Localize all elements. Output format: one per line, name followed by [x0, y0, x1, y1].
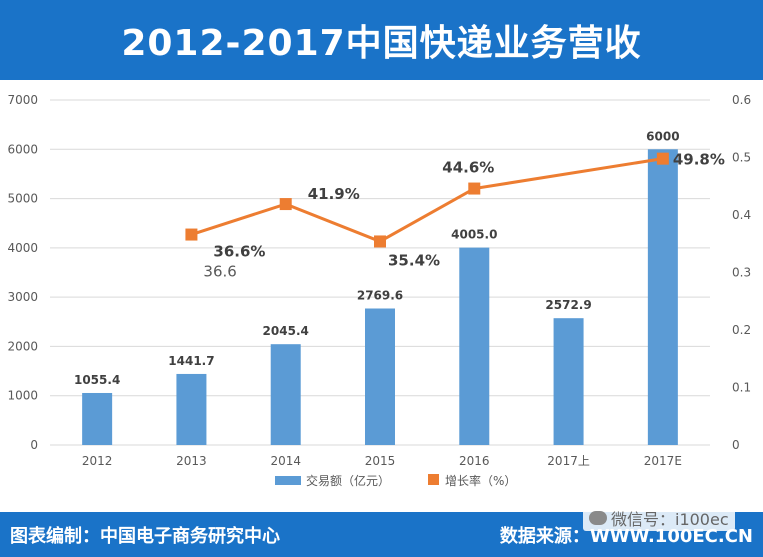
bar-value-label: 6000	[646, 129, 679, 143]
plot-area: 0 1000 2000 3000 4000 5000 6000 7000 0 0.1 0.2 0.3 0…	[0, 80, 763, 512]
category-label: 2016	[459, 454, 490, 468]
bar	[365, 308, 395, 445]
bar	[82, 392, 113, 445]
right-axis-tick: 0.2	[732, 323, 751, 337]
growth-label: 44.6%	[442, 159, 494, 177]
extra-annotation: 36.6	[203, 263, 236, 281]
bar	[270, 344, 301, 445]
left-axis-tick: 2000	[7, 339, 38, 353]
bar	[647, 149, 678, 445]
wechat-watermark: 微信号：i100ec	[583, 505, 735, 531]
chart-title: 2012-2017中国快递业务营收	[121, 23, 642, 64]
wechat-id: 微信号：i100ec	[611, 510, 729, 529]
title-bar: 2012-2017中国快递业务营收	[0, 0, 763, 80]
right-axis-tick: 0.5	[732, 151, 751, 165]
left-axis-tick: 0	[30, 438, 38, 452]
bar	[459, 247, 490, 445]
legend-bar-label: 交易额（亿元）	[306, 473, 390, 488]
bar-value-label: 2572.9	[545, 298, 591, 312]
right-axis-tick: 0.3	[732, 266, 751, 280]
bar-value-label: 2045.4	[263, 324, 309, 338]
right-axis-tick: 0.6	[732, 93, 751, 107]
left-axis-tick: 4000	[7, 241, 38, 255]
growth-label: 41.9%	[308, 185, 360, 203]
growth-label: 49.8%	[673, 151, 725, 169]
bar-value-label: 1441.7	[168, 354, 214, 368]
left-axis-tick: 5000	[7, 192, 38, 206]
category-label: 2014	[270, 454, 301, 468]
legend-bar-swatch	[275, 476, 301, 485]
right-axis-tick: 0.1	[732, 381, 751, 395]
legend-line-swatch	[428, 474, 439, 485]
bar-value-label: 2769.6	[357, 288, 403, 302]
growth-marker	[374, 235, 386, 248]
growth-marker	[468, 182, 481, 195]
category-label: 2017上	[547, 454, 590, 468]
chart-svg: 0 1000 2000 3000 4000 5000 6000 7000 0 0.1 0.2 0.3 0…	[7, 93, 751, 488]
bar	[553, 318, 584, 445]
left-axis-tick: 3000	[7, 290, 38, 304]
growth-marker	[185, 228, 198, 241]
bar-value-label: 4005.0	[451, 228, 497, 242]
growth-label: 35.4%	[388, 251, 440, 269]
category-label: 2012	[82, 454, 113, 468]
bar	[176, 373, 207, 445]
growth-line	[190, 157, 664, 244]
left-axis-tick: 6000	[7, 142, 38, 156]
left-axis-tick: 1000	[7, 389, 38, 403]
footer-credit: 图表编制：中国电子商务研究中心	[10, 526, 280, 547]
wechat-icon	[589, 511, 607, 525]
growth-label: 36.6%	[213, 243, 265, 261]
right-axis-tick: 0	[732, 438, 740, 452]
category-label: 2015	[365, 454, 396, 468]
left-axis-tick: 7000	[7, 93, 38, 107]
right-axis-tick: 0.4	[732, 208, 751, 222]
growth-marker	[656, 152, 669, 165]
footer-source: 数据来源：WWW.100EC.CN	[499, 526, 753, 547]
category-label: 2017E	[644, 454, 682, 468]
growth-marker	[279, 198, 292, 211]
bar-value-label: 1055.4	[74, 373, 120, 387]
category-label: 2013	[176, 454, 207, 468]
legend-line-label: 增长率（%）	[445, 473, 516, 488]
